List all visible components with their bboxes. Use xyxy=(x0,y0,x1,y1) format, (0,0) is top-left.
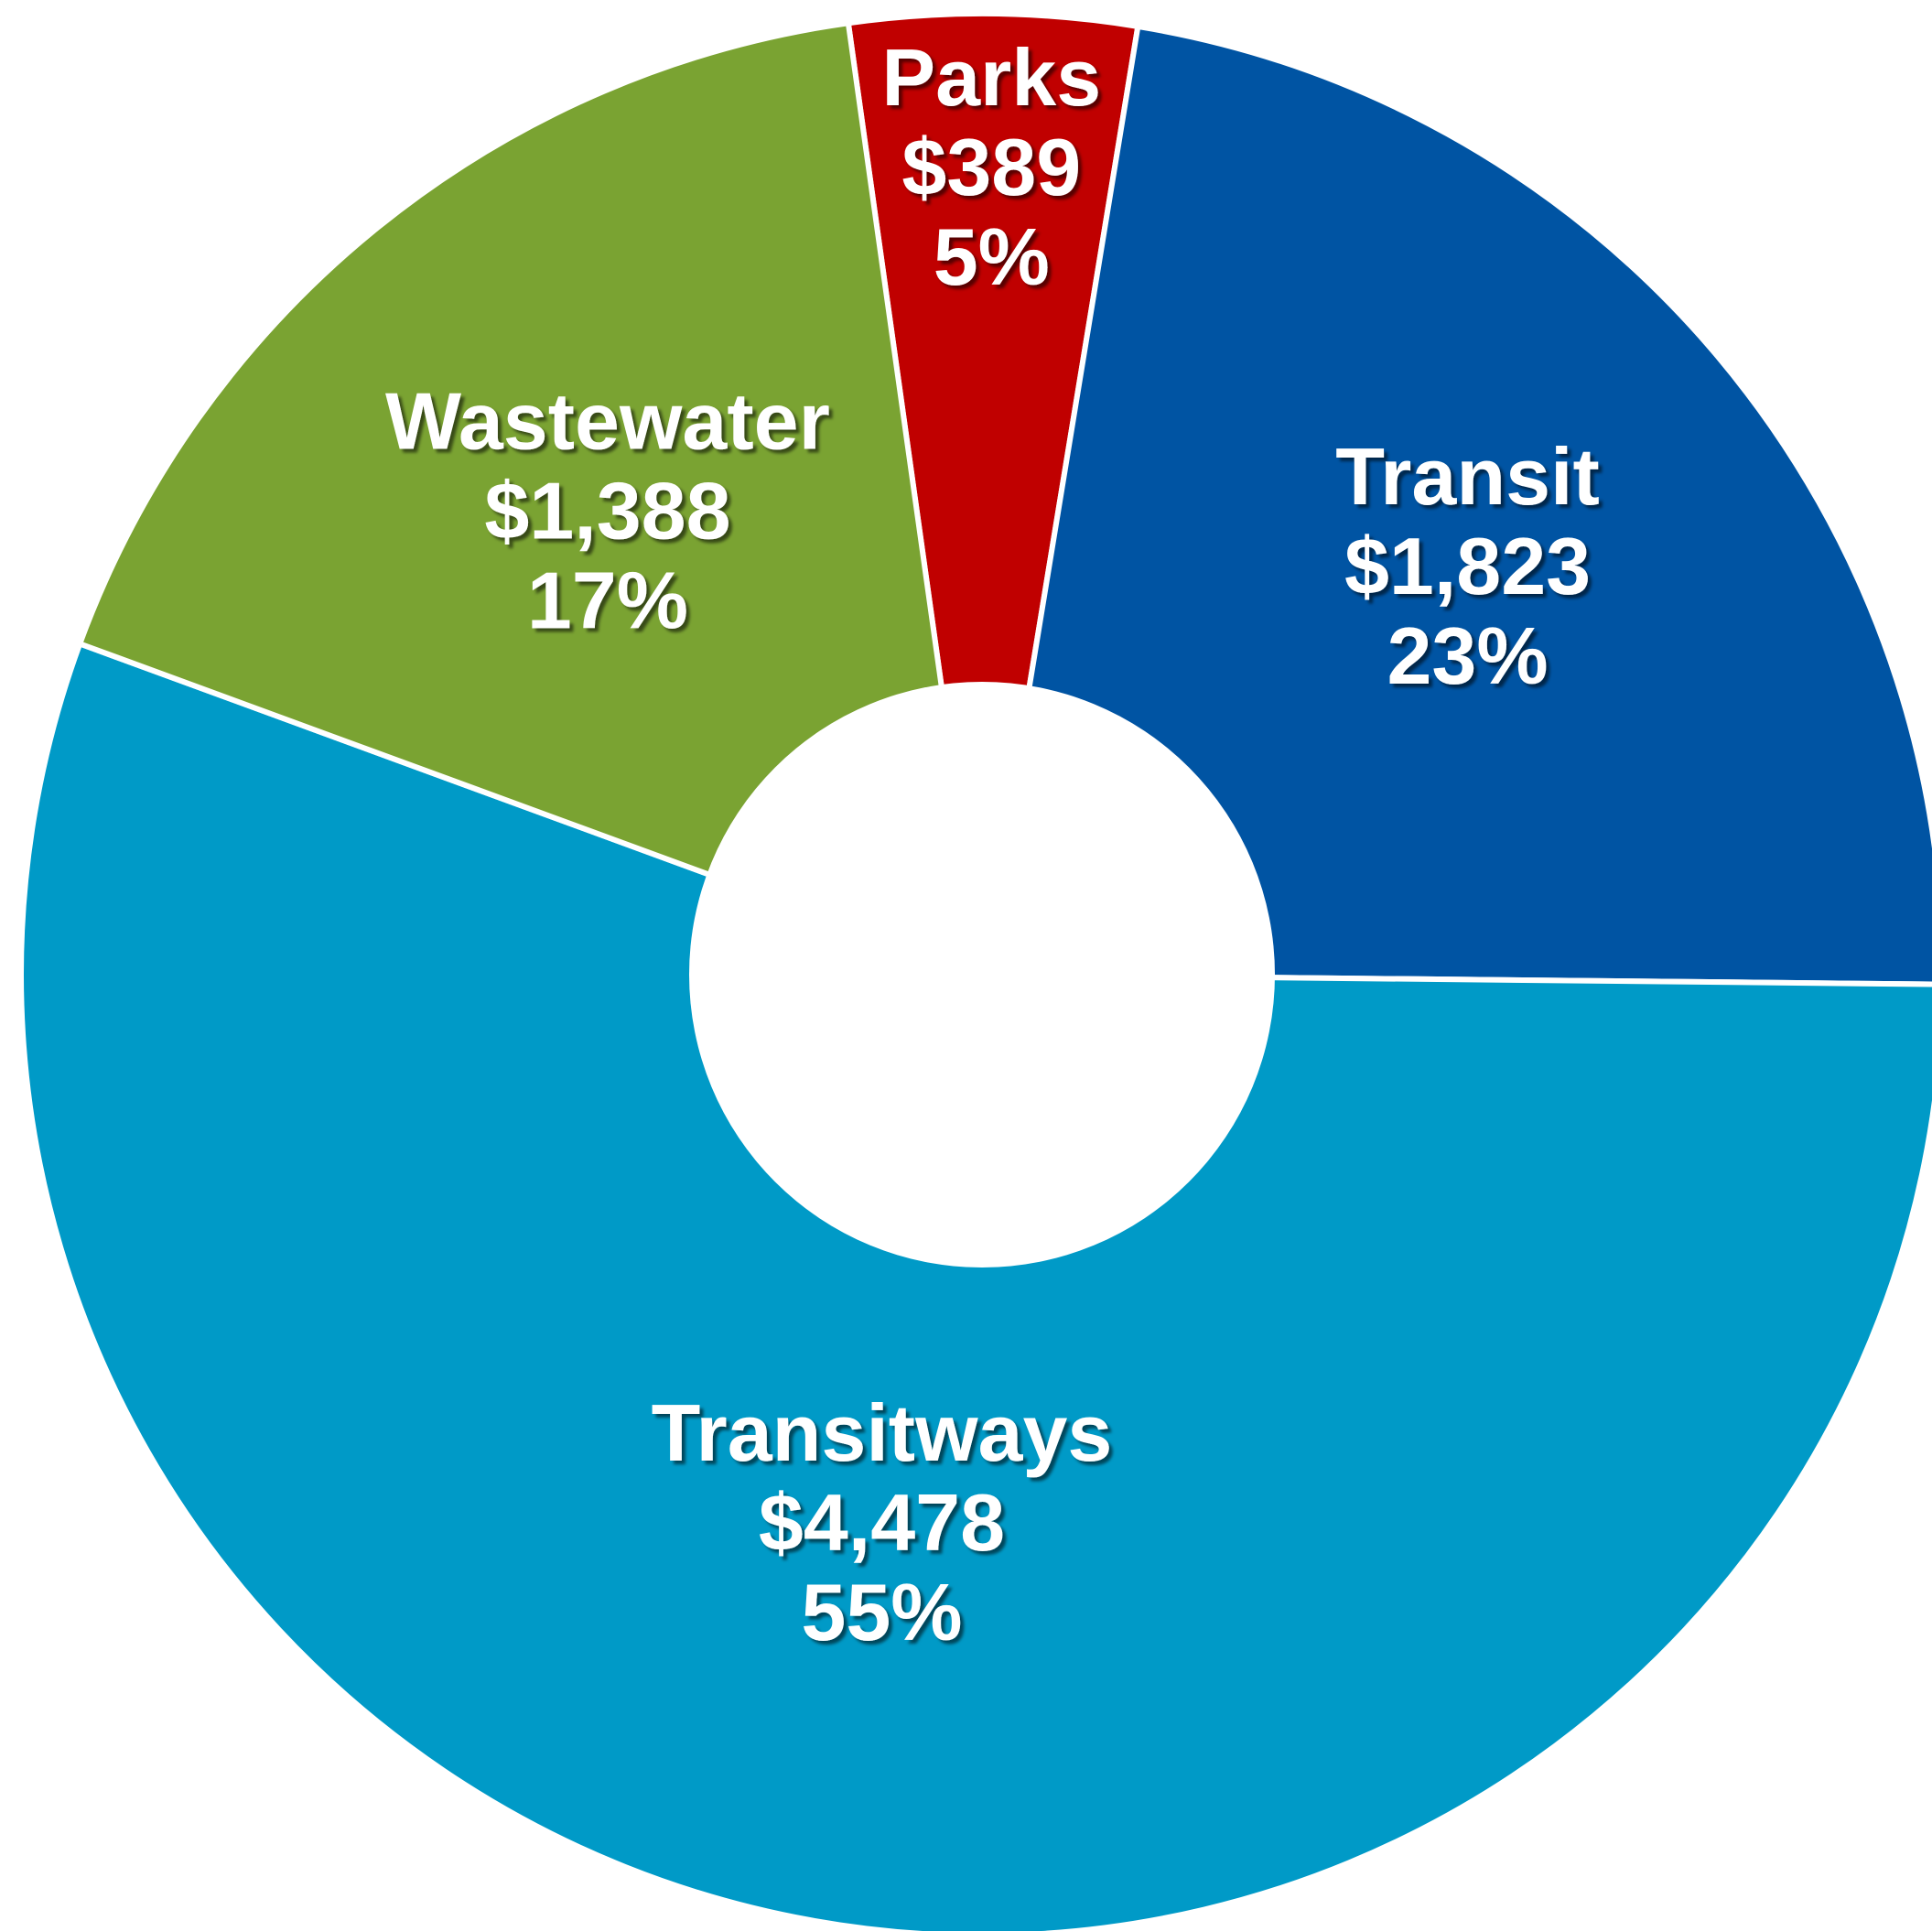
value-label-wastewater: $1,388 xyxy=(484,466,730,556)
donut-hole xyxy=(689,682,1275,1268)
slice-transitways xyxy=(18,641,1932,1931)
percent-label-transitways: 55% xyxy=(801,1567,962,1657)
category-label-transitways: Transitways xyxy=(652,1387,1113,1478)
percent-label-transit: 23% xyxy=(1387,610,1548,701)
slice-wastewater xyxy=(77,20,985,977)
percent-label-wastewater: 17% xyxy=(527,556,688,646)
percent-label-parks: 5% xyxy=(934,211,1050,302)
category-label-transit: Transit xyxy=(1335,431,1600,522)
value-label-parks: $389 xyxy=(901,122,1081,212)
slice-parks xyxy=(845,11,1141,977)
slices-group xyxy=(18,11,1932,1931)
value-label-transitways: $4,478 xyxy=(759,1477,1005,1568)
slice-transit xyxy=(979,23,1932,987)
category-label-parks: Parks xyxy=(881,32,1101,123)
category-label-wastewater: Wastewater xyxy=(385,376,830,467)
value-label-transit: $1,823 xyxy=(1344,521,1591,611)
